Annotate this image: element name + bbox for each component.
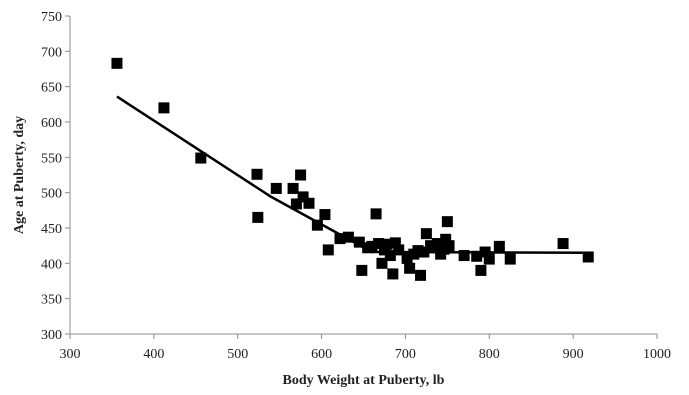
y-tick-label: 300 [41, 328, 62, 343]
y-axis-title: Age at Puberty, day [12, 116, 27, 234]
x-tick-label: 1000 [643, 347, 671, 362]
data-point [418, 246, 430, 258]
data-point [366, 240, 378, 252]
data-point [295, 169, 307, 181]
data-point [378, 244, 390, 256]
axes [65, 15, 658, 339]
trendline-group [116, 95, 589, 254]
data-point [342, 231, 354, 243]
data-point [158, 102, 170, 114]
x-tick-label: 700 [395, 347, 416, 362]
data-point [111, 57, 123, 69]
data-point [393, 244, 405, 256]
y-tick-label: 450 [41, 222, 62, 237]
y-tick-label: 750 [41, 10, 62, 25]
data-point [384, 250, 396, 262]
y-tick-label: 500 [41, 187, 62, 202]
data-point [401, 252, 413, 264]
data-point [404, 262, 416, 274]
x-tick-label: 500 [227, 347, 248, 362]
data-point [425, 240, 437, 252]
data-point [251, 168, 263, 180]
trendline [116, 95, 589, 254]
y-tick-label: 350 [41, 293, 62, 308]
y-tick-label: 600 [41, 116, 62, 131]
data-point [319, 209, 331, 221]
data-point [441, 216, 453, 228]
data-point [475, 264, 487, 276]
data-point [370, 208, 382, 220]
data-point [297, 191, 309, 203]
data-point [353, 236, 365, 248]
data-point [381, 238, 393, 250]
data-points [111, 57, 594, 281]
y-tick-label: 700 [41, 45, 62, 60]
data-point [412, 245, 424, 257]
x-tick-label: 800 [479, 347, 500, 362]
data-point [493, 240, 505, 252]
data-point [322, 244, 334, 256]
data-point [290, 198, 302, 210]
data-point [303, 197, 315, 209]
y-tick-label: 550 [41, 151, 62, 166]
data-point [373, 238, 385, 250]
data-point [270, 182, 282, 194]
x-tick-label: 400 [143, 347, 164, 362]
x-tick-label: 900 [563, 347, 584, 362]
y-tick-label: 400 [41, 257, 62, 272]
data-point [557, 238, 569, 250]
x-tick-label: 600 [311, 347, 332, 362]
data-point [252, 211, 264, 223]
data-point [440, 233, 452, 245]
data-point [458, 250, 470, 262]
data-point [389, 237, 401, 249]
x-axis-title: Body Weight at Puberty, lb [283, 373, 445, 388]
y-tick-label: 650 [41, 81, 62, 96]
x-tick-label: 300 [60, 347, 81, 362]
data-point [376, 257, 388, 269]
data-point [387, 268, 399, 280]
data-point [443, 240, 455, 252]
data-point [311, 219, 323, 231]
data-point [431, 238, 443, 250]
data-point [420, 228, 432, 240]
data-point [483, 253, 495, 265]
data-point [415, 269, 427, 281]
data-point [471, 250, 483, 262]
data-point [287, 182, 299, 194]
data-point [504, 253, 516, 265]
tick-labels: 300 400 500 600 700 800 900 1000 300 350 400 450 500… [41, 10, 671, 362]
data-point [356, 264, 368, 276]
data-point [479, 246, 491, 258]
data-point [195, 152, 207, 164]
data-point [582, 251, 594, 263]
data-point [334, 233, 346, 245]
